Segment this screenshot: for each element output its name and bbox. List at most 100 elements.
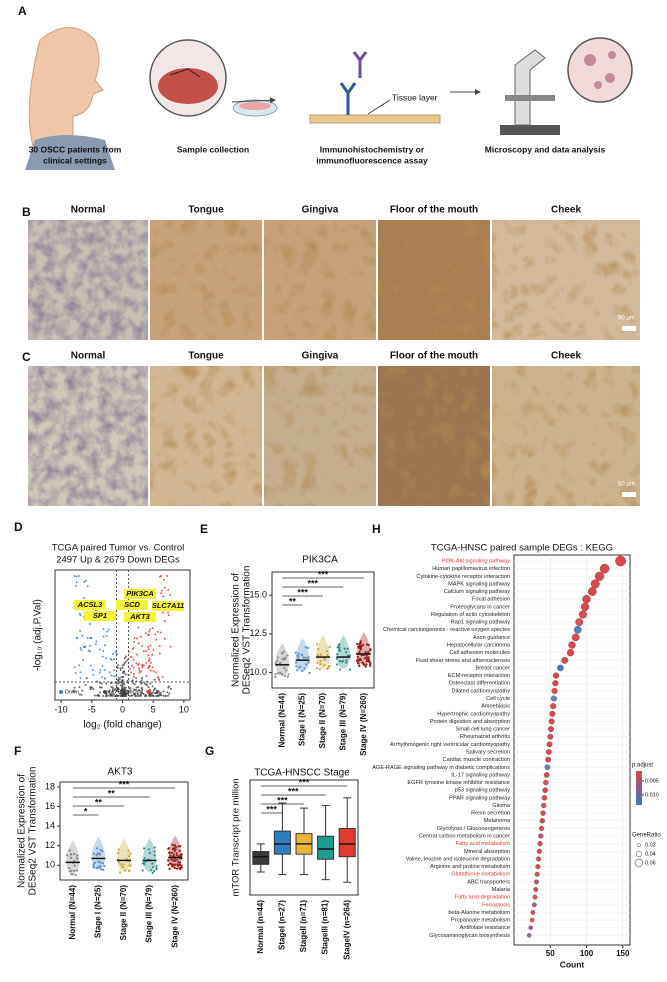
jitter-point [155, 864, 158, 868]
point [74, 672, 77, 675]
point [107, 691, 110, 694]
dot [561, 656, 569, 664]
point [135, 677, 138, 680]
point [160, 589, 163, 592]
point [115, 684, 118, 687]
gene-label: SP1 [93, 611, 107, 620]
point [140, 682, 143, 685]
jitter-point [127, 849, 130, 852]
category-label: Fatty acid degradation [455, 895, 510, 901]
category-label: Breast cancer [475, 665, 510, 671]
significance: ** [95, 797, 103, 807]
point [113, 688, 116, 691]
point [123, 656, 126, 659]
legend-label: Up [153, 689, 160, 695]
x-tick-label: Stage III (N=79) [339, 693, 348, 751]
jitter-point [359, 641, 362, 645]
point [100, 686, 103, 689]
jitter-point [117, 851, 120, 855]
point [113, 694, 116, 697]
category-label: beta-Alanine metabolism [448, 910, 510, 916]
point [121, 666, 124, 669]
jitter-point [170, 858, 173, 861]
point [155, 638, 158, 641]
point [168, 685, 171, 688]
point [140, 679, 143, 682]
point [134, 694, 137, 697]
jitter-point [76, 869, 79, 872]
point [147, 654, 150, 657]
point [159, 631, 162, 634]
jitter-point [117, 848, 120, 851]
point [151, 685, 154, 688]
jitter-point [168, 867, 171, 871]
jitter-point [68, 849, 71, 852]
jitter-point [172, 853, 175, 856]
jitter-point [153, 846, 156, 849]
point [112, 658, 115, 661]
point [74, 584, 77, 587]
point [92, 673, 95, 676]
legend-label: 0.02 [645, 842, 656, 848]
jitter-point [99, 864, 102, 868]
jitter-point [167, 863, 170, 866]
y-tick-label: 12 [45, 840, 55, 850]
jitter-point [367, 658, 370, 661]
point [158, 678, 161, 681]
point [152, 649, 155, 652]
jitter-point [118, 871, 122, 874]
y-axis-label: mTOR Transcript pre million [231, 778, 242, 896]
point [120, 676, 123, 679]
dot [552, 680, 559, 687]
point [124, 686, 127, 689]
y-tick-label: 12.5 [249, 628, 267, 638]
column-header: Cheek [551, 351, 581, 362]
y-axis-label: DESeq2 VST Transformation [28, 767, 39, 896]
jitter-point [336, 645, 339, 649]
point [81, 689, 84, 692]
jitter-point [278, 662, 281, 665]
point [132, 682, 135, 685]
point [102, 694, 105, 697]
jitter-point [283, 666, 286, 670]
significance: *** [308, 578, 319, 588]
point [103, 668, 106, 671]
jitter-point [294, 661, 298, 664]
dot [573, 625, 582, 634]
point [91, 669, 94, 672]
point [137, 694, 140, 697]
legend-swatch [103, 690, 107, 694]
category-label: Hepatocellular carcinoma [447, 643, 511, 649]
point [168, 692, 171, 695]
category-label: Rheumatoid arthritis [460, 734, 510, 740]
x-tick-label: StageII (n=71) [299, 900, 308, 953]
chart-title: TCGA-HNSCC Stage [254, 768, 350, 779]
legend-label: Down [65, 689, 79, 695]
jitter-point [323, 658, 326, 661]
dot [538, 825, 545, 832]
dot [550, 703, 557, 710]
jitter-point [101, 850, 104, 853]
jitter-point [74, 873, 77, 876]
point [167, 694, 170, 697]
dot [578, 610, 587, 619]
dot [534, 871, 540, 877]
gene-highlight [124, 612, 156, 622]
jitter-point [327, 666, 330, 670]
significance: ** [289, 596, 297, 606]
jitter-point [173, 859, 176, 862]
jitter-point [348, 668, 352, 671]
jitter-point [295, 669, 299, 672]
point [130, 694, 133, 697]
legend-label: 0.005 [645, 778, 659, 784]
jitter-point [315, 643, 319, 646]
point [147, 660, 150, 663]
point [130, 656, 133, 659]
gene-label: ACSL3 [77, 600, 103, 609]
jitter-point [171, 843, 174, 846]
y-axis-label: Normalized Expression of [17, 774, 28, 888]
category-label: Proteoglycans in cancer [450, 604, 510, 610]
x-tick-label: StageIII (n=81) [321, 900, 330, 955]
category-label: Dilated cardiomyopathy [452, 688, 511, 694]
point [142, 693, 145, 696]
